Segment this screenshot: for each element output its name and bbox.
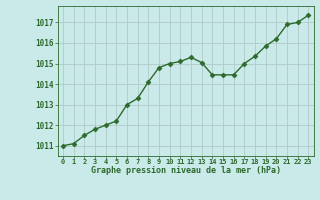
X-axis label: Graphe pression niveau de la mer (hPa): Graphe pression niveau de la mer (hPa) <box>91 166 281 175</box>
